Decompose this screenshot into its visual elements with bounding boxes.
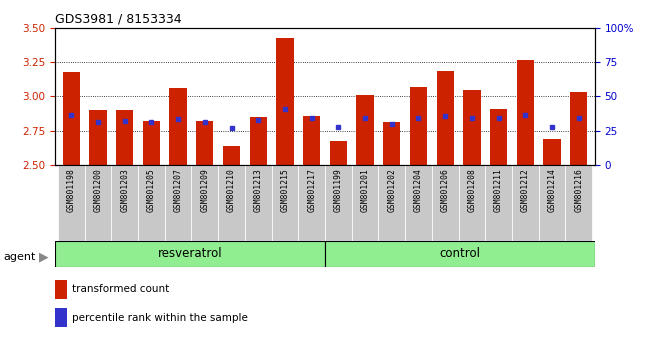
Bar xyxy=(517,60,534,165)
Bar xyxy=(143,121,160,165)
Bar xyxy=(55,241,325,267)
Bar xyxy=(196,121,213,165)
Bar xyxy=(490,109,507,165)
Bar xyxy=(223,145,240,165)
Bar xyxy=(192,165,218,241)
Bar xyxy=(512,165,539,241)
Text: GSM801206: GSM801206 xyxy=(441,169,450,212)
Text: control: control xyxy=(439,247,480,261)
Bar xyxy=(116,110,133,165)
Bar xyxy=(570,92,588,165)
Bar xyxy=(486,165,512,241)
Bar xyxy=(539,165,566,241)
Bar xyxy=(566,165,592,241)
Bar xyxy=(432,165,458,241)
Bar xyxy=(330,142,347,165)
Bar xyxy=(352,165,378,241)
Bar xyxy=(89,110,107,165)
Bar xyxy=(383,122,400,165)
Bar xyxy=(356,95,374,165)
Text: GSM801205: GSM801205 xyxy=(147,169,156,212)
Bar xyxy=(325,241,595,267)
Bar xyxy=(276,38,294,165)
Bar xyxy=(325,165,352,241)
Bar xyxy=(303,115,320,165)
Text: GSM801200: GSM801200 xyxy=(94,169,103,212)
Bar xyxy=(463,90,480,165)
Bar xyxy=(84,165,111,241)
Text: GSM801201: GSM801201 xyxy=(361,169,370,212)
Text: ▶: ▶ xyxy=(39,250,49,263)
Text: GSM801207: GSM801207 xyxy=(174,169,183,212)
Text: GSM801203: GSM801203 xyxy=(120,169,129,212)
Text: GSM801198: GSM801198 xyxy=(67,169,76,212)
Text: GSM801217: GSM801217 xyxy=(307,169,316,212)
Bar xyxy=(111,165,138,241)
Text: GSM801212: GSM801212 xyxy=(521,169,530,212)
Bar xyxy=(458,165,486,241)
Text: GSM801199: GSM801199 xyxy=(334,169,343,212)
Text: GSM801202: GSM801202 xyxy=(387,169,396,212)
Bar xyxy=(138,165,164,241)
Text: GSM801215: GSM801215 xyxy=(280,169,289,212)
Bar xyxy=(405,165,432,241)
Text: GSM801210: GSM801210 xyxy=(227,169,236,212)
Text: GDS3981 / 8153334: GDS3981 / 8153334 xyxy=(55,12,182,25)
Bar xyxy=(170,88,187,165)
Text: GSM801211: GSM801211 xyxy=(494,169,503,212)
Text: GSM801204: GSM801204 xyxy=(414,169,423,212)
Bar xyxy=(437,70,454,165)
Bar xyxy=(218,165,245,241)
Text: GSM801209: GSM801209 xyxy=(200,169,209,212)
Text: GSM801216: GSM801216 xyxy=(574,169,583,212)
Text: agent: agent xyxy=(3,252,36,262)
Bar xyxy=(543,139,561,165)
Bar xyxy=(245,165,272,241)
Bar xyxy=(164,165,192,241)
Bar xyxy=(250,117,267,165)
Bar xyxy=(62,72,80,165)
Text: GSM801214: GSM801214 xyxy=(547,169,556,212)
Text: percentile rank within the sample: percentile rank within the sample xyxy=(72,313,248,322)
Text: resveratrol: resveratrol xyxy=(158,247,222,261)
Bar xyxy=(378,165,405,241)
Text: transformed count: transformed count xyxy=(72,284,169,294)
Text: GSM801213: GSM801213 xyxy=(254,169,263,212)
Text: GSM801208: GSM801208 xyxy=(467,169,476,212)
Bar xyxy=(272,165,298,241)
Bar xyxy=(298,165,325,241)
Bar xyxy=(410,87,427,165)
Bar xyxy=(58,165,84,241)
